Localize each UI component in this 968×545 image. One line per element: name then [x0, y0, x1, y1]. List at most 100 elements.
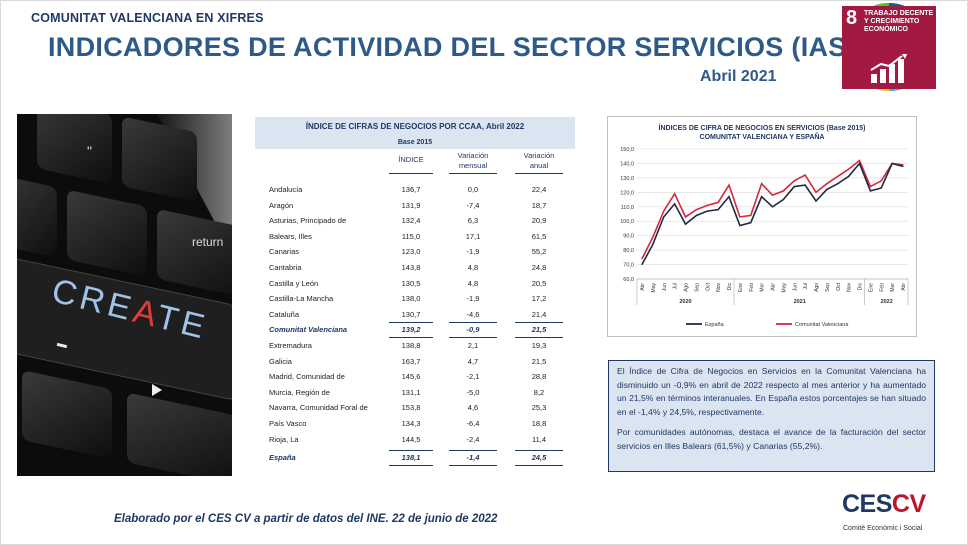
- data-point: [761, 183, 763, 185]
- chart-title: ÍNDICES DE CIFRA DE NEGOCIOS EN SERVICIO…: [658, 125, 866, 132]
- summary-paragraph: El Índice de Cifra de Negocios en Servic…: [617, 366, 926, 417]
- data-point: [761, 196, 763, 198]
- line-chart: ÍNDICES DE CIFRA DE NEGOCIOS EN SERVICIO…: [607, 116, 917, 337]
- row-index: 136,7: [401, 185, 421, 194]
- highlight-rule: [449, 337, 497, 339]
- data-point: [848, 175, 850, 178]
- row-anual: 19,3: [531, 341, 547, 350]
- data-point: [902, 164, 904, 166]
- row-name: Andalucía: [269, 185, 303, 194]
- page-title: INDICADORES DE ACTIVIDAD DEL SECTOR SERV…: [48, 32, 875, 62]
- y-tick-label: 150,0: [620, 147, 634, 153]
- y-tick-label: 110,0: [621, 205, 634, 211]
- row-mensual: -1,9: [466, 294, 480, 304]
- y-tick-label: 130,0: [620, 176, 634, 182]
- row-name: España: [269, 453, 296, 463]
- row-index: 145,6: [401, 372, 421, 382]
- row-index: 153,8: [401, 403, 421, 413]
- x-tick-label: Jul: [673, 283, 679, 289]
- data-point: [641, 258, 643, 260]
- row-anual: 17,2: [531, 294, 547, 304]
- row-index: 163,7: [401, 356, 421, 366]
- x-tick-label: Oct: [705, 282, 711, 290]
- data-point: [771, 194, 774, 196]
- highlight-rule: [389, 337, 433, 339]
- row-anual: 24,8: [531, 263, 547, 272]
- data-point: [739, 216, 741, 218]
- row-anual: 21,5: [531, 325, 547, 335]
- data-point: [684, 223, 687, 225]
- row-mensual: 17,1: [465, 231, 481, 241]
- x-tick-label: Jun: [662, 283, 668, 291]
- sdg-badge: 8 TRABAJO DECENTE Y CRECIMIENTO ECONÓMIC…: [826, 3, 954, 91]
- sdg-goal-tile: 8 TRABAJO DECENTE Y CRECIMIENTO ECONÓMIC…: [842, 6, 936, 89]
- x-tick-label: Oct: [836, 282, 842, 290]
- summary-box: El Índice de Cifra de Negocios en Servic…: [608, 360, 935, 472]
- arrow-key-icon: [152, 384, 162, 396]
- data-point: [695, 209, 697, 211]
- data-point: [750, 222, 752, 224]
- sdg-text: TRABAJO DECENTE Y CRECIMIENTO ECONÓMICO: [864, 10, 934, 33]
- row-mensual: 4,8: [467, 263, 479, 272]
- x-tick-label: Nov: [716, 283, 722, 292]
- x-tick-label: May: [651, 283, 657, 293]
- x-tick-label: Abr: [901, 283, 907, 291]
- row-index: 131,9: [401, 200, 421, 210]
- data-point: [837, 183, 839, 185]
- row-mensual: -0,9: [466, 325, 480, 335]
- data-point: [695, 214, 697, 217]
- summary-paragraph: Por comunidades autónomas, destaca el av…: [617, 427, 926, 451]
- highlight-rule: [515, 322, 563, 324]
- row-index: 134,3: [401, 419, 421, 428]
- data-point: [869, 190, 871, 192]
- x-tick-label: Feb: [879, 283, 885, 292]
- header-underline: [515, 173, 563, 174]
- row-name: País Vasco: [269, 419, 307, 428]
- row-mensual: -1,9: [466, 247, 480, 257]
- row-index: 138,0: [401, 294, 421, 304]
- row-anual: 21,5: [531, 356, 547, 366]
- chart-subtitle: COMUNITAT VALENCIANA Y ESPAÑA: [699, 134, 825, 141]
- row-anual: 11,4: [531, 434, 547, 444]
- row-name: Aragón: [269, 200, 294, 210]
- row-mensual: 6,3: [467, 216, 479, 226]
- data-point: [793, 185, 795, 188]
- highlight-rule: [389, 465, 433, 467]
- chart-canvas: 60,0 70,0 80,0 90,0 100,0 110,0 120,0 130,0 140,…: [620, 147, 909, 328]
- report-date: Abril 2021: [700, 68, 777, 85]
- table-title: ÍNDICE DE CIFRAS DE NEGOCIOS POR CCAA, A…: [255, 117, 575, 137]
- data-point: [902, 165, 904, 167]
- highlight-rule: [449, 465, 497, 467]
- row-index: 131,1: [401, 387, 421, 397]
- row-name: Navarra, Comunidad Foral de: [269, 403, 368, 413]
- data-point: [750, 214, 752, 217]
- row-anual: 61,5: [531, 231, 547, 241]
- x-tick-label: Abr: [640, 283, 646, 291]
- x-tick-label: Feb: [749, 283, 755, 292]
- row-name: Asturias, Principado de: [269, 216, 347, 226]
- row-name: Cataluña: [269, 309, 300, 319]
- row-mensual: -7,4: [466, 200, 480, 210]
- section-label: COMUNITAT VALENCIANA EN XIFRES: [31, 11, 264, 25]
- col-header-anual: Variación anual: [523, 151, 555, 170]
- row-mensual: -1,4: [466, 453, 480, 463]
- row-mensual: 4,8: [467, 278, 479, 288]
- data-point: [663, 210, 665, 212]
- data-point: [848, 168, 850, 170]
- y-tick-label: 100,0: [620, 219, 634, 225]
- highlight-rule: [515, 450, 563, 452]
- row-index: 132,4: [401, 216, 421, 226]
- row-mensual: -6,4: [466, 419, 480, 428]
- year-label: 2021: [794, 299, 806, 305]
- row-index: 143,8: [401, 263, 421, 272]
- row-anual: 20,5: [531, 278, 547, 288]
- x-tick-label: Ene: [868, 283, 874, 292]
- row-anual: 24,5: [531, 453, 547, 463]
- row-anual: 55,2: [531, 247, 547, 257]
- col-header-mensual: Variación mensual: [457, 151, 489, 170]
- row-name: Castilla-La Mancha: [269, 294, 334, 304]
- row-anual: 18,7: [531, 200, 547, 210]
- y-tick-label: 60,0: [623, 277, 634, 283]
- x-tick-label: Dic: [727, 283, 733, 291]
- x-tick-label: Jul: [803, 283, 809, 289]
